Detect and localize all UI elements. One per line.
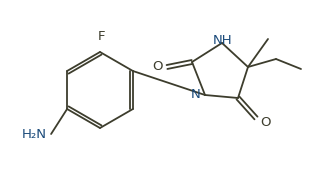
Text: NH: NH bbox=[213, 34, 233, 47]
Text: O: O bbox=[153, 60, 163, 74]
Text: H₂N: H₂N bbox=[22, 129, 47, 142]
Text: O: O bbox=[260, 115, 270, 129]
Text: F: F bbox=[98, 30, 106, 43]
Text: N: N bbox=[191, 88, 201, 100]
